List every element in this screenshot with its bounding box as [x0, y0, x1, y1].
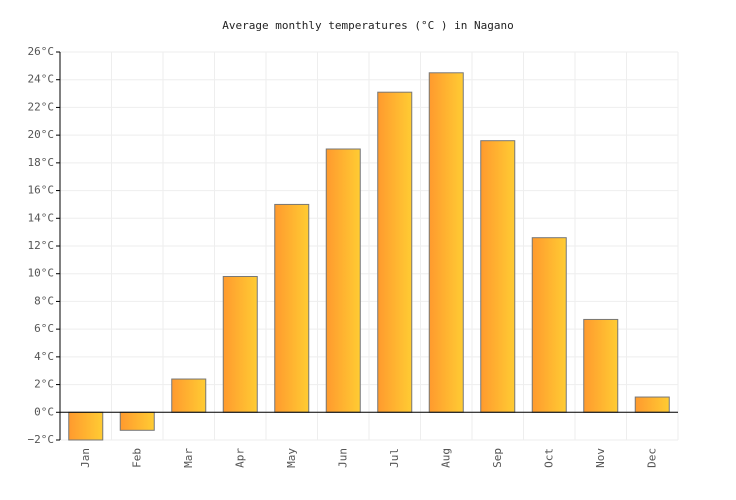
x-tick-label: Mar: [182, 448, 195, 468]
bar: [171, 378, 207, 413]
y-tick-label: 10°C: [28, 267, 55, 280]
x-tick-label: Jan: [79, 448, 92, 468]
x-tick-label: Feb: [130, 448, 143, 468]
y-tick-label: 0°C: [34, 405, 54, 418]
x-tick-label: Aug: [439, 448, 452, 468]
y-tick-label: 14°C: [28, 211, 55, 224]
x-tick-label: May: [285, 448, 298, 468]
y-tick-label: 2°C: [34, 378, 54, 391]
y-tick-label: 20°C: [28, 128, 55, 141]
y-tick-label: 12°C: [28, 239, 55, 252]
y-tick-label: −2°C: [28, 433, 55, 446]
bar: [274, 203, 310, 413]
y-tick-label: 26°C: [28, 45, 55, 58]
y-tick-label: 6°C: [34, 322, 54, 335]
x-tick-label: Sep: [491, 448, 504, 468]
bar: [377, 91, 413, 413]
bar: [634, 396, 670, 413]
bar: [68, 411, 104, 441]
x-tick-label: Oct: [542, 448, 555, 468]
chart-title: Average monthly temperatures (°C ) in Na…: [222, 19, 513, 32]
x-tick-label: Apr: [233, 448, 246, 468]
bar: [325, 148, 361, 413]
y-tick-label: 24°C: [28, 73, 55, 86]
bar: [119, 411, 155, 431]
bar: [531, 237, 567, 413]
y-tick-label: 4°C: [34, 350, 54, 363]
x-tick-label: Dec: [645, 448, 658, 468]
bar: [480, 140, 516, 413]
x-tick-label: Jul: [388, 448, 401, 468]
y-tick-label: 8°C: [34, 294, 54, 307]
bar: [428, 72, 464, 413]
y-tick-label: 16°C: [28, 184, 55, 197]
bar: [222, 275, 258, 413]
bar: [583, 318, 619, 413]
x-tick-label: Nov: [594, 448, 607, 468]
y-tick-label: 22°C: [28, 100, 55, 113]
x-tick-label: Jun: [336, 448, 349, 468]
y-tick-label: 18°C: [28, 156, 55, 169]
